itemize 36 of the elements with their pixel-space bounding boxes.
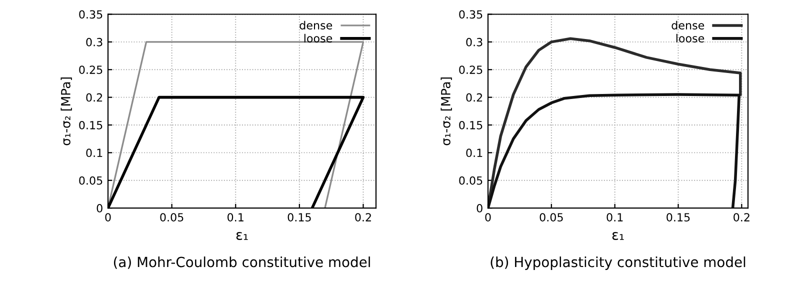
y-tick-label: 0.3 bbox=[86, 38, 102, 46]
y-tick-label: 0.05 bbox=[459, 176, 482, 185]
x-axis-title: ε₁ bbox=[236, 232, 248, 240]
x-tick-label: 0.2 bbox=[734, 213, 750, 222]
x-tick-label: 0.15 bbox=[666, 213, 690, 222]
y-tick-label: 0.3 bbox=[466, 38, 482, 46]
y-tick-label: 0.05 bbox=[79, 176, 102, 185]
x-tick-label: 0.05 bbox=[540, 213, 563, 222]
y-tick-label: 0.25 bbox=[459, 66, 482, 74]
x-tick-label: 0.15 bbox=[288, 213, 311, 222]
y-tick-label: 0.35 bbox=[459, 10, 482, 19]
text: (b) Hypoplasticity constitutive model bbox=[490, 256, 746, 270]
y-tick-label: 0.25 bbox=[79, 66, 102, 74]
x-tick-label: 0.2 bbox=[355, 213, 371, 222]
legend-label: loose bbox=[676, 34, 704, 42]
y-tick-label: 0.1 bbox=[466, 148, 482, 158]
legend-label: dense bbox=[300, 20, 332, 30]
x-tick-label: 0 bbox=[105, 213, 111, 222]
y-tick-label: 0.2 bbox=[466, 93, 482, 102]
y-tick-label: 0.15 bbox=[459, 120, 482, 130]
legend-label: dense bbox=[672, 20, 704, 30]
y-tick-label: 0 bbox=[476, 204, 482, 212]
y-axis-title: σ₁-σ₂ [MPa] bbox=[440, 77, 452, 146]
x-tick-label: 0.1 bbox=[228, 213, 244, 222]
x-tick-label: 0.05 bbox=[160, 213, 184, 222]
y-tick-label: 0.35 bbox=[79, 10, 102, 19]
y-tick-label: 0.1 bbox=[86, 148, 102, 158]
y-tick-label: 0.2 bbox=[86, 93, 102, 102]
y-tick-label: 0 bbox=[96, 204, 102, 212]
legend-label: loose bbox=[304, 34, 332, 42]
x-axis-title: ε₁ bbox=[612, 232, 624, 240]
x-tick-label: 0 bbox=[485, 213, 491, 222]
x-tick-label: 0.1 bbox=[606, 213, 623, 222]
text: (a) Mohr-Coulomb constitutive model bbox=[114, 256, 370, 269]
y-axis-title: σ₁-σ₂ [MPa] bbox=[60, 77, 72, 146]
y-tick-label: 0.15 bbox=[79, 120, 102, 130]
